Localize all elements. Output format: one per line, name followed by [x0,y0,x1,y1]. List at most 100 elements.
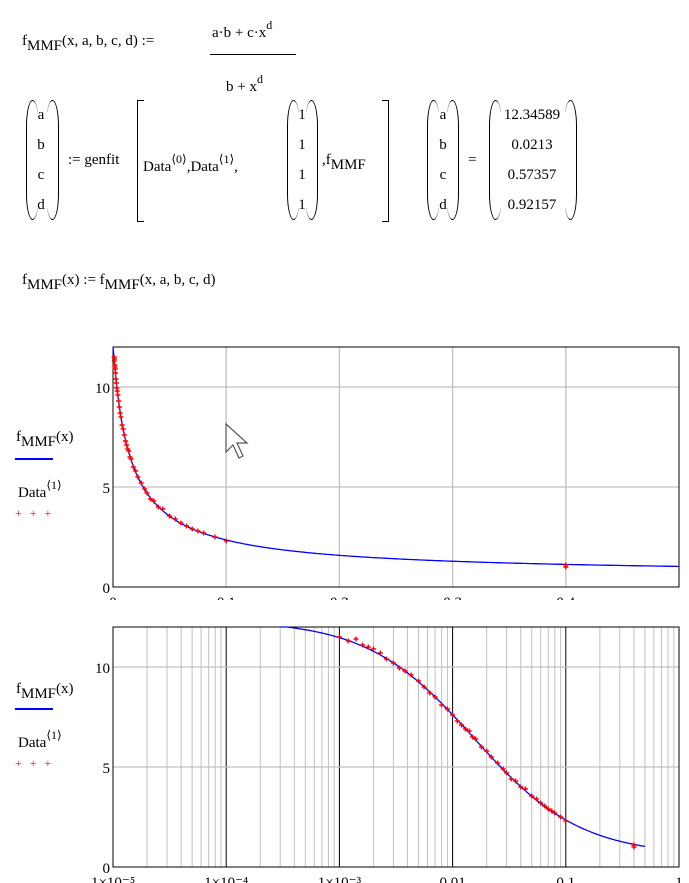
data-point [390,660,396,666]
data-point [172,516,178,522]
data-point [119,422,125,428]
legend-fit-line [15,458,53,460]
data-point [466,728,472,734]
data-point [484,748,490,754]
x-tick-label: 0.2 [330,595,349,600]
data-point [113,370,119,376]
left-paren [287,100,300,220]
data-point [223,538,229,544]
data-point [500,766,506,772]
x-tick-label: 1×10⁻⁵ [91,875,135,883]
data-point [113,380,119,386]
mouse-cursor-icon [225,422,249,459]
data-point [513,778,519,784]
x-tick-label: 0.01 [439,875,465,883]
data-point [402,668,408,674]
data-point [135,474,141,480]
y-tick-label: 5 [103,481,111,497]
data-point [130,464,136,470]
data-point [549,808,555,814]
data-point [563,562,569,568]
data-point [365,644,371,650]
data-point [473,736,479,742]
right-paren [564,100,577,220]
data-point [345,638,351,644]
left-bracket [137,100,144,222]
fit-curve [112,346,679,568]
linear-chart[interactable]: 00.10.20.30.40510x, Data⟨0⟩ [0,330,689,600]
function-redefinition: fMMF(x) := fMMF(x, a, b, c, d) [22,272,216,293]
data-point [133,468,139,474]
data-point [444,706,450,712]
data-point [504,770,510,776]
data-point [116,404,122,410]
data-point [116,398,122,404]
right-paren [305,100,318,220]
legend-fit-2: fMMF(x) [16,681,74,702]
x-tick-label: 0 [109,595,117,600]
genfit-args: Data⟨0⟩,Data⟨1⟩, [143,152,238,175]
data-point [545,806,551,812]
left-paren [26,100,39,220]
left-paren [427,100,440,220]
data-point [118,414,124,420]
denominator: b + xd [226,72,263,95]
x-tick-label: 0.4 [556,595,575,600]
x-tick-label: 0.3 [443,595,462,600]
right-paren [446,100,459,220]
data-point [427,690,433,696]
y-tick-label: 10 [95,661,110,677]
data-point [542,803,548,809]
data-point [142,486,148,492]
log-chart[interactable]: 1×10⁻⁵1×10⁻⁴1×10⁻³0.010.110510x, Data⟨0⟩ [0,610,689,883]
data-point [454,718,460,724]
data-point [462,726,468,732]
function-definition-lhs: fMMF(x, a, b, c, d) := [22,33,155,54]
data-point [115,392,121,398]
data-point [383,656,389,662]
data-point [631,842,637,848]
results-vector: 12.34589 0.0213 0.57357 0.92157 [503,106,561,213]
data-point [147,496,153,502]
data-point [138,480,144,486]
data-point [397,665,403,671]
data-point [201,530,207,536]
legend-data-markers: +++ [15,506,60,520]
data-point [508,776,514,782]
data-point [195,528,201,534]
data-point [184,523,190,529]
data-point [377,650,383,656]
numerator: a·b + c·xd [212,18,273,41]
right-paren [46,100,59,220]
plot-frame [112,626,680,868]
right-bracket [382,100,389,222]
y-tick-label: 10 [95,381,110,397]
genfit-func-arg: ,fMMF [322,152,366,173]
plot-frame [112,346,680,588]
x-tick-label: 0.1 [556,875,575,883]
legend-data-1: Data⟨1⟩ [18,478,62,501]
data-point [478,744,484,750]
data-point [112,356,118,362]
legend-data-markers: +++ [15,756,60,770]
data-point [120,426,126,432]
data-point [495,760,501,766]
data-point [439,702,445,708]
data-point [558,814,564,820]
fraction-bar [210,54,296,55]
data-point [533,796,539,802]
y-tick-label: 5 [103,761,111,777]
x-tick-label: 1×10⁻³ [318,875,362,883]
data-point [117,410,123,416]
data-point [128,456,134,462]
x-tick-label: 0.1 [217,595,236,600]
data-point [189,526,195,532]
x-tick-label: 1 [675,875,683,883]
data-point [421,684,427,690]
data-point [518,784,524,790]
y-tick-label: 0 [103,861,111,877]
data-point [124,442,130,448]
